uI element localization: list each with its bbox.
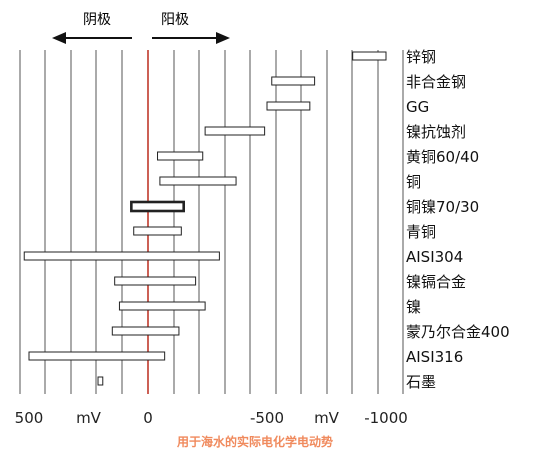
material-label: 铜镍70/30 (406, 198, 479, 216)
cathode-label: 阴极 (83, 12, 111, 28)
x-tick-label: -1000 (364, 409, 408, 427)
material-label: AISI304 (406, 248, 463, 266)
x-tick-label: -500 (250, 409, 284, 427)
bar-0 (352, 51, 387, 61)
x-tick-label: mV (76, 409, 102, 427)
bar-1 (271, 76, 316, 86)
bar-9 (114, 276, 197, 286)
bar-6 (130, 200, 185, 213)
material-label: 黄铜60/40 (406, 148, 479, 166)
bar-4 (157, 151, 204, 161)
bar-10 (118, 301, 206, 311)
x-axis-ticks: 500 mV 0 -500 mV -1000 (15, 409, 408, 427)
cathode-arrow-head-icon (52, 32, 66, 44)
material-label: 铜 (406, 173, 421, 191)
bar-8 (23, 251, 220, 261)
material-label: 镍 (406, 298, 421, 316)
grid-lines (19, 50, 404, 394)
bar-3 (204, 126, 266, 136)
bars (23, 51, 387, 386)
anode-arrow-head-icon (216, 32, 230, 44)
bar-5 (159, 176, 237, 186)
material-label: AISI316 (406, 348, 463, 366)
bar-13 (97, 376, 104, 386)
bar-7 (133, 226, 182, 236)
anode-label: 阳极 (161, 12, 189, 28)
material-label: 镍镉合金 (406, 273, 466, 291)
x-tick-label: mV (314, 409, 340, 427)
header-arrows: 阴极 阳极 (52, 12, 230, 44)
bar-11 (111, 326, 180, 336)
material-label: GG (406, 98, 429, 116)
bar-2 (266, 101, 311, 111)
material-label: 锌钢 (406, 48, 436, 66)
x-tick-label: 0 (143, 409, 153, 427)
material-label: 青铜 (406, 223, 436, 241)
chart-caption: 用于海水的实际电化学电动势 (176, 434, 333, 449)
material-label: 蒙乃尔合金400 (406, 323, 510, 341)
x-tick-label: 500 (15, 409, 44, 427)
bar-12 (28, 351, 166, 361)
material-label: 石墨 (406, 373, 436, 391)
material-label: 镍抗蚀剂 (406, 123, 466, 141)
material-label: 非合金钢 (406, 73, 466, 91)
